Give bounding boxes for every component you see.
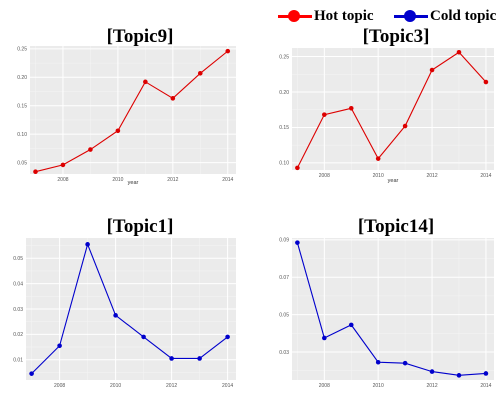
x-axis-title: year — [388, 178, 399, 184]
data-point — [143, 79, 148, 85]
hot-topic-swatch — [278, 8, 312, 24]
data-point — [456, 49, 462, 55]
chart-topic14: 2008 2010 2012 2014 0.03 0.05 0.07 0.09 — [279, 238, 494, 389]
data-point — [113, 313, 118, 318]
y-tick-label: 0.03 — [13, 307, 23, 313]
chart-title-topic14: [Topic14] — [357, 216, 435, 237]
chart-topic1: 2008 2010 2012 2014 0.01 0.02 0.03 0.04 0.05 — [13, 238, 236, 389]
x-tick-label: 2012 — [426, 173, 437, 179]
y-tick-label: 0.05 — [279, 312, 289, 318]
data-point — [197, 356, 202, 361]
data-point — [85, 242, 90, 247]
hot-topic-swatch-dot — [288, 10, 300, 22]
y-tick-label: 0.05 — [17, 160, 27, 166]
data-point — [88, 147, 93, 152]
legend-item-hot: Hot topic — [278, 6, 374, 26]
data-point — [322, 335, 327, 341]
y-tick-label: 0.04 — [13, 281, 23, 287]
x-tick-label: 2010 — [112, 177, 123, 183]
data-point — [375, 359, 381, 365]
chart-topic3: 2008 2010 2012 2014 0.10 0.15 0.20 0.25 year — [279, 48, 494, 184]
legend-label-cold: Cold topic — [430, 7, 497, 24]
x-axis-title: year — [128, 180, 139, 186]
y-tick-label: 0.10 — [279, 161, 289, 167]
x-tick-label: 2014 — [222, 177, 233, 183]
data-point — [33, 169, 38, 175]
y-tick-label: 0.07 — [279, 275, 289, 281]
y-tick-label: 0.15 — [17, 104, 27, 110]
data-point — [322, 112, 327, 117]
legend-label-hot: Hot topic — [314, 7, 374, 24]
x-tick-label: 2012 — [167, 177, 178, 183]
data-point — [348, 105, 354, 111]
data-point — [456, 373, 462, 378]
plot-background — [292, 238, 494, 380]
y-tick-label: 0.25 — [17, 47, 27, 53]
y-tick-label: 0.02 — [13, 332, 23, 338]
cold-topic-swatch-dot — [404, 10, 416, 22]
y-tick-label: 0.20 — [279, 90, 289, 96]
data-point — [170, 96, 176, 101]
x-tick-label: 2010 — [110, 383, 121, 389]
data-point — [429, 369, 435, 374]
data-point — [295, 165, 300, 171]
x-tick-label: 2010 — [373, 383, 384, 389]
data-point — [225, 48, 231, 54]
x-tick-label: 2014 — [480, 383, 491, 389]
data-point — [375, 156, 381, 161]
x-tick-label: 2008 — [57, 177, 68, 183]
y-tick-label: 0.03 — [279, 350, 289, 356]
data-point — [57, 343, 62, 349]
y-tick-label: 0.05 — [13, 256, 23, 262]
chart-title-topic1: [Topic1] — [106, 216, 174, 237]
chart-title-topic3: [Topic3] — [362, 26, 430, 47]
x-tick-label: 2012 — [166, 383, 177, 389]
series-line — [296, 242, 486, 376]
legend: Hot topic Cold topic — [278, 6, 498, 26]
data-point — [402, 123, 408, 129]
x-tick-label: 2010 — [373, 173, 384, 179]
cold-topic-swatch — [394, 8, 428, 24]
y-tick-label: 0.20 — [17, 75, 27, 81]
data-point — [141, 334, 146, 340]
data-point — [483, 79, 489, 85]
data-point — [483, 371, 489, 376]
data-point — [29, 371, 34, 376]
y-tick-label: 0.15 — [279, 125, 289, 131]
x-tick-label: 2012 — [426, 383, 437, 389]
x-tick-label: 2008 — [54, 383, 65, 389]
legend-item-cold: Cold topic — [394, 6, 496, 26]
y-tick-label: 0.25 — [279, 54, 289, 60]
y-tick-label: 0.01 — [13, 358, 23, 364]
data-point — [115, 128, 121, 134]
data-point — [169, 356, 174, 361]
plot-background — [30, 46, 236, 174]
data-point — [295, 240, 300, 245]
chart-topic9: 2008 2010 2012 2014 0.05 0.10 0.15 0.20 0.25 year — [17, 46, 236, 186]
y-tick-label: 0.09 — [279, 238, 289, 244]
series-line — [31, 242, 228, 375]
plot-background — [292, 48, 494, 170]
data-point — [225, 334, 230, 340]
x-tick-label: 2014 — [480, 173, 491, 179]
x-tick-label: 2008 — [319, 383, 330, 389]
x-tick-label: 2014 — [222, 383, 233, 389]
data-point — [402, 360, 408, 366]
data-point — [197, 71, 203, 76]
data-point — [60, 162, 66, 168]
data-point — [348, 322, 354, 328]
data-point — [429, 67, 435, 73]
series-line — [35, 50, 229, 173]
x-tick-label: 2008 — [319, 173, 330, 179]
y-tick-label: 0.10 — [17, 132, 27, 138]
chart-title-topic9: [Topic9] — [106, 26, 174, 47]
series-line — [296, 51, 487, 169]
